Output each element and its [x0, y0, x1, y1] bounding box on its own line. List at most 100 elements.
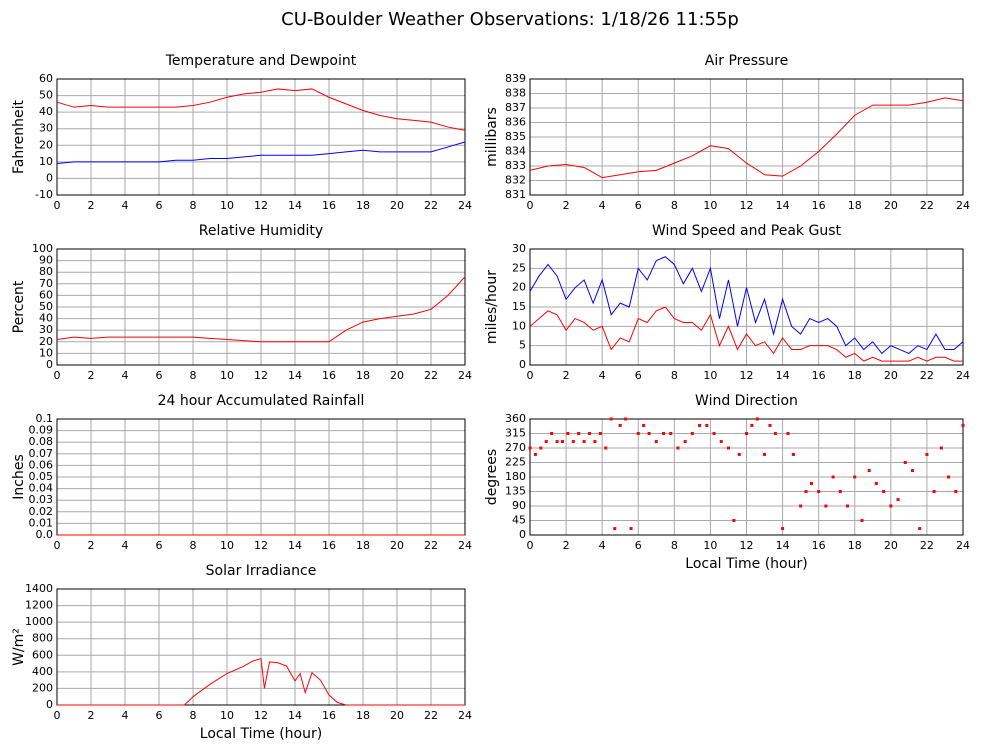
data-point [690, 432, 694, 435]
data-point [781, 527, 785, 531]
x-tick-label: 2 [88, 369, 95, 382]
y-tick-label: 30 [39, 323, 53, 336]
data-line [56, 141, 466, 165]
x-tick-label: 20 [390, 709, 404, 722]
chart-title: Wind Direction [695, 393, 798, 409]
data-line [56, 88, 466, 131]
x-tick-label: 20 [884, 369, 898, 382]
data-point [726, 446, 730, 450]
x-tick-label: 8 [190, 709, 197, 722]
data-point [903, 461, 907, 464]
y-tick-label: 10 [512, 319, 526, 332]
x-tick-label: 16 [322, 369, 336, 382]
page-title: CU-Boulder Weather Observations: 1/18/26… [281, 9, 739, 30]
y-tick-label: 0.0 [36, 528, 54, 541]
x-tick-label: 8 [190, 199, 197, 212]
data-point [838, 490, 842, 493]
y-axis-label: Fahrenheit [11, 99, 27, 174]
y-tick-label: 50 [39, 300, 53, 313]
y-tick-label: 0 [519, 358, 526, 371]
y-tick-label: 831 [505, 188, 526, 201]
x-tick-label: 6 [156, 369, 163, 382]
y-tick-label: 838 [505, 87, 526, 100]
x-tick-label: 2 [563, 539, 570, 552]
y-axis-label: miles/hour [484, 270, 500, 344]
data-point [613, 527, 617, 531]
data-point [889, 504, 893, 508]
x-tick-label: 2 [563, 369, 570, 382]
chart-title: Air Pressure [705, 53, 788, 69]
data-point [604, 446, 608, 450]
data-point [846, 504, 850, 508]
y-tick-label: 15 [512, 300, 526, 313]
y-tick-label: 60 [39, 72, 53, 85]
chart-title: Relative Humidity [199, 223, 323, 239]
data-point [817, 490, 821, 493]
x-tick-label: 14 [288, 369, 302, 382]
y-tick-label: 80 [39, 265, 53, 278]
data-point [768, 423, 772, 427]
y-tick-label: 10 [39, 346, 53, 359]
y-axis-label: W/m² [11, 628, 27, 666]
data-point [555, 440, 559, 444]
y-tick-label: 45 [512, 514, 526, 527]
data-point [609, 417, 613, 421]
y-tick-label: 0.03 [29, 493, 54, 506]
plot-frame [56, 248, 466, 366]
y-tick-label: 836 [505, 116, 526, 129]
y-tick-label: 200 [32, 681, 53, 694]
x-tick-label: 12 [254, 709, 268, 722]
x-tick-label: 14 [776, 539, 790, 552]
plot-frame [529, 418, 964, 536]
data-point [732, 519, 736, 522]
x-tick-label: 22 [424, 539, 438, 552]
data-point [669, 432, 673, 435]
data-line [529, 97, 964, 179]
data-point [939, 446, 943, 450]
y-tick-label: 30 [39, 122, 53, 135]
x-tick-label: 4 [122, 709, 129, 722]
data-point [593, 440, 597, 444]
data-point [824, 504, 828, 508]
x-tick-label: 22 [920, 369, 934, 382]
x-tick-label: 12 [254, 539, 268, 552]
x-tick-label: 10 [220, 199, 234, 212]
x-tick-label: 8 [671, 539, 678, 552]
data-point [582, 440, 586, 444]
y-tick-label: 20 [512, 281, 526, 294]
y-tick-label: 832 [505, 174, 526, 187]
x-tick-label: 6 [635, 199, 642, 212]
x-tick-label: 14 [288, 199, 302, 212]
x-tick-label: 18 [848, 369, 862, 382]
x-tick-label: 12 [740, 199, 754, 212]
data-point [618, 423, 622, 427]
data-point [629, 527, 633, 531]
data-point [654, 440, 658, 444]
y-tick-label: 50 [39, 89, 53, 102]
y-tick-label: 0.05 [29, 470, 54, 483]
x-tick-label: 20 [884, 199, 898, 212]
data-line [529, 306, 963, 362]
data-point [755, 417, 759, 421]
x-tick-label: 0 [527, 539, 534, 552]
chart-title: Solar Irradiance [206, 563, 317, 579]
y-tick-label: 400 [32, 665, 53, 678]
x-tick-label: 10 [220, 709, 234, 722]
x-tick-label: 10 [703, 539, 717, 552]
x-tick-label: 12 [254, 199, 268, 212]
y-tick-label: 800 [32, 632, 53, 645]
y-tick-label: 0.02 [29, 505, 54, 518]
data-point [961, 423, 965, 427]
data-line [529, 256, 964, 355]
data-line [57, 657, 465, 706]
x-tick-label: 8 [190, 369, 197, 382]
y-tick-label: 0.08 [29, 435, 54, 448]
y-tick-label: 315 [505, 427, 526, 440]
x-tick-label: 16 [812, 199, 826, 212]
x-tick-label: 4 [599, 369, 606, 382]
x-tick-label: 6 [156, 199, 163, 212]
y-tick-label: 1000 [25, 615, 53, 628]
x-tick-label: 18 [356, 369, 370, 382]
data-point [763, 452, 767, 456]
